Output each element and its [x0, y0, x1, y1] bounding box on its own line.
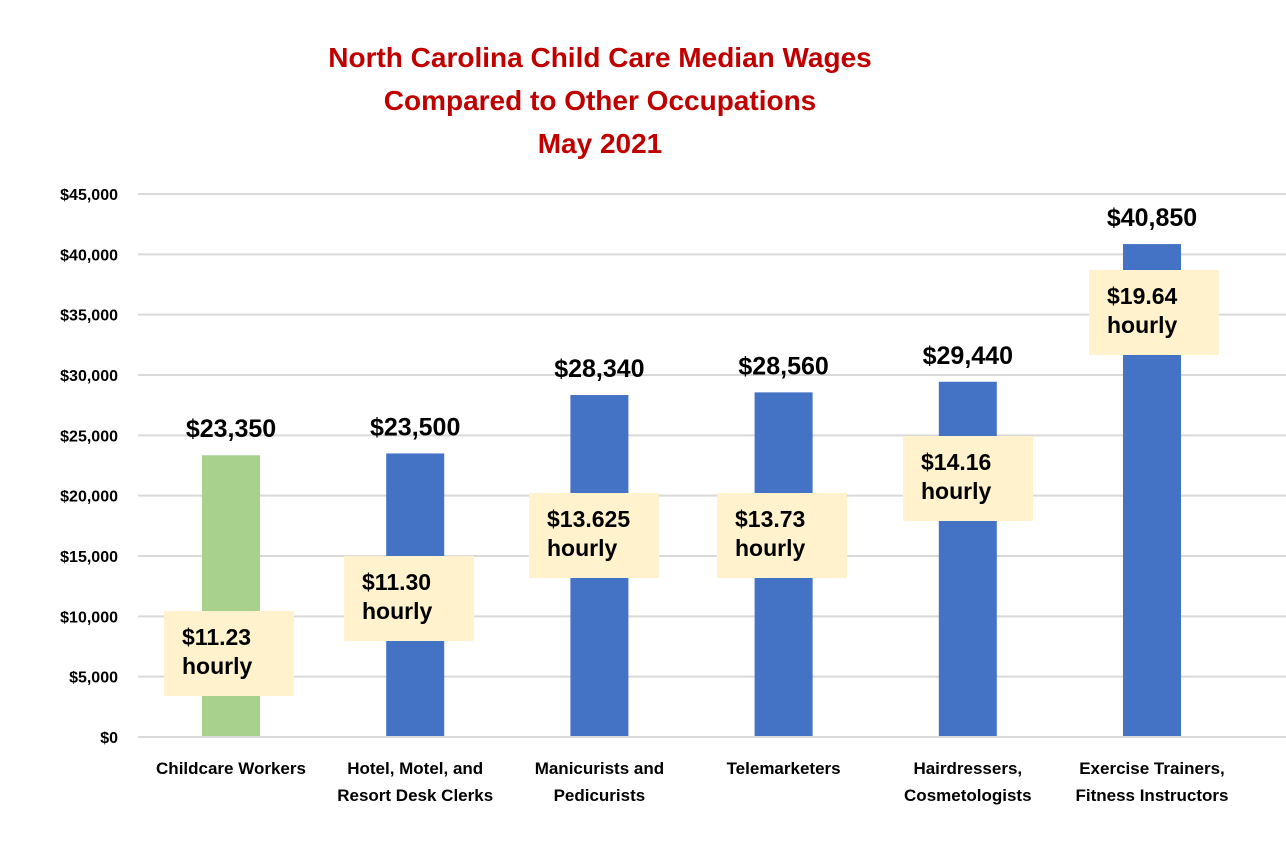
y-tick-label: $45,000	[60, 187, 118, 204]
hourly-annotation-text: hourly	[735, 535, 805, 561]
x-tick-label: Pedicurists	[554, 786, 646, 805]
hourly-annotation-text: hourly	[921, 478, 991, 504]
y-tick-label: $20,000	[60, 489, 118, 506]
data-label: $23,350	[186, 415, 276, 443]
x-tick-label: Exercise Trainers,	[1079, 759, 1225, 778]
hourly-annotation-text: $13.73	[735, 506, 805, 532]
chart-title: North Carolina Child Care Median Wages C…	[140, 36, 1286, 165]
data-label: $28,340	[554, 355, 644, 383]
data-label: $28,560	[738, 352, 828, 380]
hourly-annotation-text: $11.30	[362, 569, 431, 595]
chart-title-line: North Carolina Child Care Median Wages	[328, 42, 872, 73]
data-label: $29,440	[923, 342, 1013, 370]
hourly-annotation-box	[164, 611, 294, 696]
hourly-annotation-text: hourly	[182, 653, 252, 679]
hourly-annotation-text: hourly	[547, 535, 617, 561]
x-tick-label: Telemarketers	[727, 759, 841, 778]
x-tick-label: Hotel, Motel, and	[347, 759, 483, 778]
x-tick-label: Childcare Workers	[156, 759, 306, 778]
hourly-annotation-text: $14.16	[921, 449, 991, 475]
x-tick-label: Cosmetologists	[904, 786, 1032, 805]
hourly-annotation-text: $11.23	[182, 624, 251, 650]
y-tick-label: $10,000	[60, 609, 118, 626]
data-label: $23,500	[370, 413, 460, 441]
x-tick-label: Resort Desk Clerks	[337, 786, 493, 805]
bar	[938, 381, 997, 737]
hourly-annotation-box	[529, 493, 659, 578]
chart-title-line: Compared to Other Occupations	[383, 85, 817, 116]
x-tick-label: Hairdressers,	[913, 759, 1022, 778]
hourly-annotation-text: hourly	[362, 598, 432, 624]
y-tick-label: $35,000	[60, 308, 118, 325]
hourly-annotation-box	[1089, 270, 1219, 355]
hourly-annotation-text: hourly	[1107, 312, 1177, 338]
y-tick-label: $5,000	[69, 670, 118, 687]
y-tick-label: $0	[100, 730, 118, 747]
x-tick-label: Manicurists and	[535, 759, 664, 778]
chart-title-line: May 2021	[537, 128, 663, 159]
hourly-annotation-text: $13.625	[547, 506, 630, 532]
y-tick-label: $40,000	[60, 247, 118, 264]
hourly-annotation-text: $19.64	[1107, 283, 1178, 309]
y-tick-label: $15,000	[60, 549, 118, 566]
x-tick-label: Fitness Instructors	[1075, 786, 1228, 805]
y-tick-label: $25,000	[60, 428, 118, 445]
hourly-annotation-box	[344, 556, 474, 641]
hourly-annotation-box	[903, 436, 1033, 521]
y-tick-label: $30,000	[60, 368, 118, 385]
hourly-annotation-box	[717, 493, 847, 578]
data-label: $40,850	[1107, 204, 1197, 232]
